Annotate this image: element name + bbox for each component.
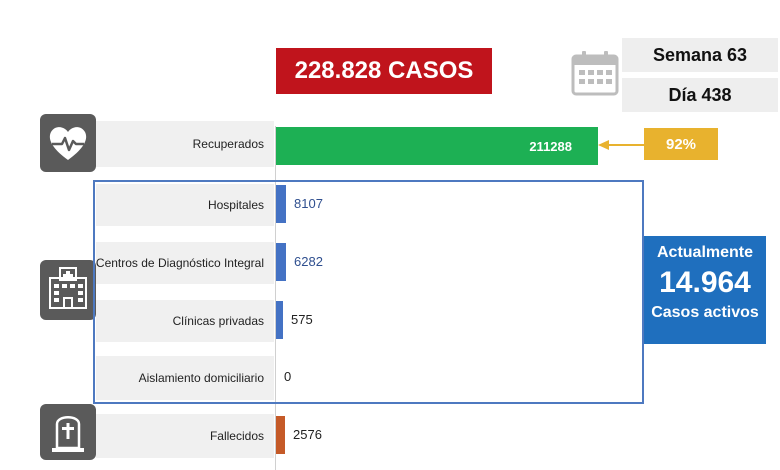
active-cases-box: Actualmente 14.964 Casos activos — [644, 236, 766, 344]
value-label-cdi: 6282 — [294, 254, 323, 269]
category-label: Centros de Diagnóstico Integral — [95, 256, 264, 270]
axis-line — [275, 126, 276, 470]
recovered-percent-badge: 92% — [644, 128, 718, 160]
bar-cdi — [276, 243, 286, 281]
active-cases-heading: Actualmente — [656, 244, 754, 261]
active-cases-frame — [93, 180, 644, 404]
week-label: Semana 63 — [622, 38, 778, 72]
row-hospitales: Hospitales — [96, 184, 274, 226]
heart-pulse-tile — [40, 114, 96, 172]
value-label-hospitales: 8107 — [294, 196, 323, 211]
arrow-left-icon — [598, 140, 646, 150]
row-fallecidos: Fallecidos — [96, 414, 274, 458]
bar-hospitales — [276, 185, 286, 223]
category-label: Recuperados — [192, 137, 264, 151]
category-label: Fallecidos — [209, 429, 264, 443]
active-cases-caption: Casos activos — [651, 304, 759, 321]
row-cdi: Centros de Diagnóstico Integral — [96, 242, 274, 284]
calendar-icon — [571, 51, 619, 96]
value-label-clinicas: 575 — [291, 312, 313, 327]
bar-fallecidos — [276, 416, 285, 454]
recovered-value-label: 211288 — [529, 138, 572, 154]
hospital-tile — [40, 260, 96, 320]
total-cases-banner: 228.828 CASOS — [276, 48, 492, 94]
day-label: Día 438 — [622, 78, 778, 112]
value-label-fallecidos: 2576 — [293, 427, 322, 442]
heart-pulse-icon — [49, 127, 87, 160]
row-recuperados: Recuperados — [96, 121, 274, 167]
tombstone-icon — [52, 416, 84, 452]
value-label-aislamiento: 0 — [284, 369, 292, 384]
category-label: Hospitales — [207, 198, 264, 212]
category-label: Clínicas privadas — [172, 314, 264, 328]
bar-clinicas — [276, 301, 283, 339]
bar-recuperados: 211288 — [276, 127, 598, 165]
active-cases-number: 14.964 — [659, 266, 751, 299]
category-label: Aislamiento domiciliario — [138, 371, 264, 385]
row-clinicas: Clínicas privadas — [96, 300, 274, 342]
row-aislamiento: Aislamiento domiciliario — [96, 356, 274, 400]
hospital-icon — [49, 267, 87, 309]
tombstone-tile — [40, 404, 96, 460]
